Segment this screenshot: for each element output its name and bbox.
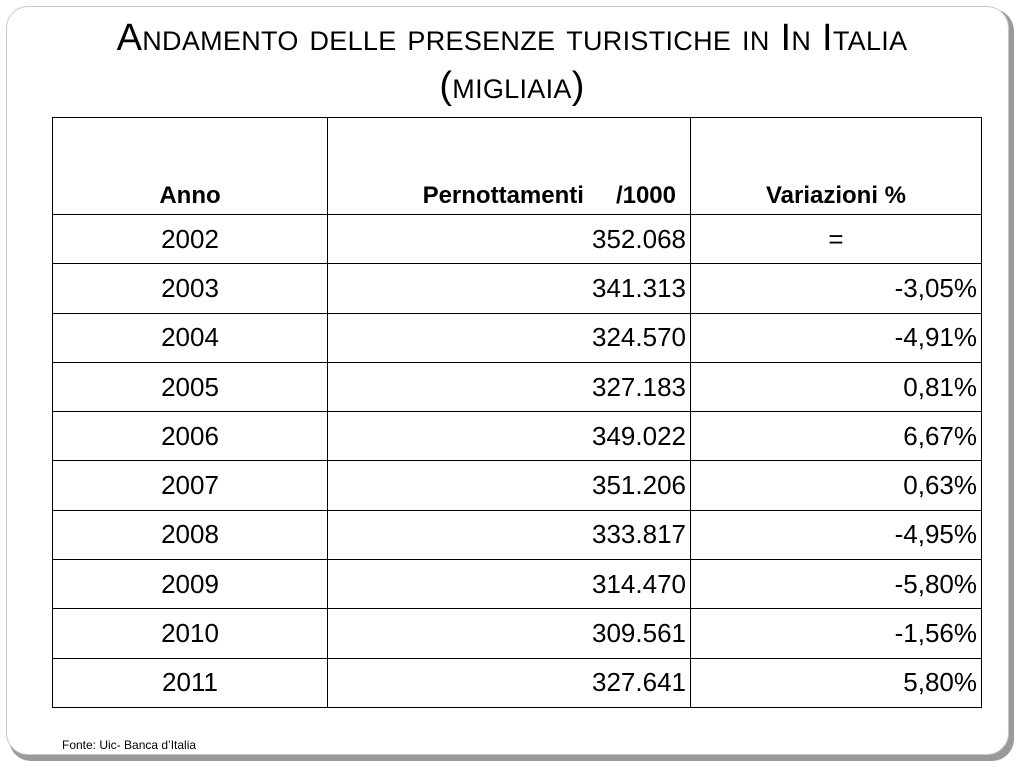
- cell-pernottamenti: 349.022: [327, 411, 691, 462]
- cell-pernottamenti: 309.561: [327, 608, 691, 659]
- header-pernottamenti-label: Pernottamenti: [422, 182, 584, 209]
- table-row: 2006 349.022 6,67%: [52, 411, 982, 462]
- table-header-row: Anno Pernottamenti/1000 Variazioni %: [52, 117, 982, 215]
- cell-variazione: -4,95%: [690, 509, 982, 561]
- cell-anno: 2006: [52, 411, 328, 462]
- cell-anno: 2005: [52, 361, 328, 413]
- cell-variazione: -5,80%: [690, 559, 982, 610]
- cell-anno: 2004: [52, 312, 328, 363]
- title-line-2: (migliaia): [439, 65, 585, 107]
- presenze-table: Anno Pernottamenti/1000 Variazioni % 200…: [52, 117, 982, 708]
- cell-anno: 2003: [52, 263, 328, 314]
- table-row: 2009 314.470 -5,80%: [52, 559, 982, 610]
- table-row: 2004 324.570 -4,91%: [52, 312, 982, 363]
- table-row: 2003 341.313 -3,05%: [52, 263, 982, 314]
- cell-pernottamenti: 351.206: [327, 460, 691, 511]
- cell-anno: 2010: [52, 608, 328, 659]
- cell-variazione: -4,91%: [690, 312, 982, 363]
- cell-variazione: =: [690, 213, 982, 265]
- cell-pernottamenti: 341.313: [327, 263, 691, 314]
- cell-pernottamenti: 352.068: [327, 213, 691, 265]
- table-row: 2005 327.183 0,81%: [52, 361, 982, 413]
- cell-pernottamenti: 327.183: [327, 361, 691, 413]
- table-row: 2007 351.206 0,63%: [52, 460, 982, 511]
- cell-variazione: 0,81%: [690, 361, 982, 413]
- header-variazioni: Variazioni %: [690, 117, 982, 215]
- table-body: 2002 352.068 = 2003 341.313 -3,05% 2004 324.570…: [52, 213, 982, 708]
- cell-pernottamenti: 314.470: [327, 559, 691, 610]
- slide-title: Andamento delle presenze turistiche in I…: [0, 14, 1024, 110]
- cell-variazione: 5,80%: [690, 657, 982, 708]
- cell-anno: 2011: [52, 657, 328, 708]
- title-line-1: Andamento delle presenze turistiche in I…: [116, 17, 908, 59]
- header-anno: Anno: [52, 117, 328, 215]
- cell-pernottamenti: 333.817: [327, 509, 691, 561]
- table-row: 2011 327.641 5,80%: [52, 657, 982, 708]
- cell-variazione: 6,67%: [690, 411, 982, 462]
- cell-anno: 2002: [52, 213, 328, 265]
- source-note: Fonte: Uic- Banca d’Italia: [62, 738, 197, 752]
- cell-variazione: -3,05%: [690, 263, 982, 314]
- cell-pernottamenti: 327.641: [327, 657, 691, 708]
- table-row: 2010 309.561 -1,56%: [52, 608, 982, 659]
- table-row: 2002 352.068 =: [52, 213, 982, 265]
- cell-variazione: -1,56%: [690, 608, 982, 659]
- table-row: 2008 333.817 -4,95%: [52, 509, 982, 561]
- cell-anno: 2007: [52, 460, 328, 511]
- header-pernottamenti: Pernottamenti/1000: [327, 117, 691, 215]
- cell-anno: 2008: [52, 509, 328, 561]
- cell-variazione: 0,63%: [690, 460, 982, 511]
- cell-anno: 2009: [52, 559, 328, 610]
- header-pernottamenti-unit: /1000: [615, 182, 676, 209]
- cell-pernottamenti: 324.570: [327, 312, 691, 363]
